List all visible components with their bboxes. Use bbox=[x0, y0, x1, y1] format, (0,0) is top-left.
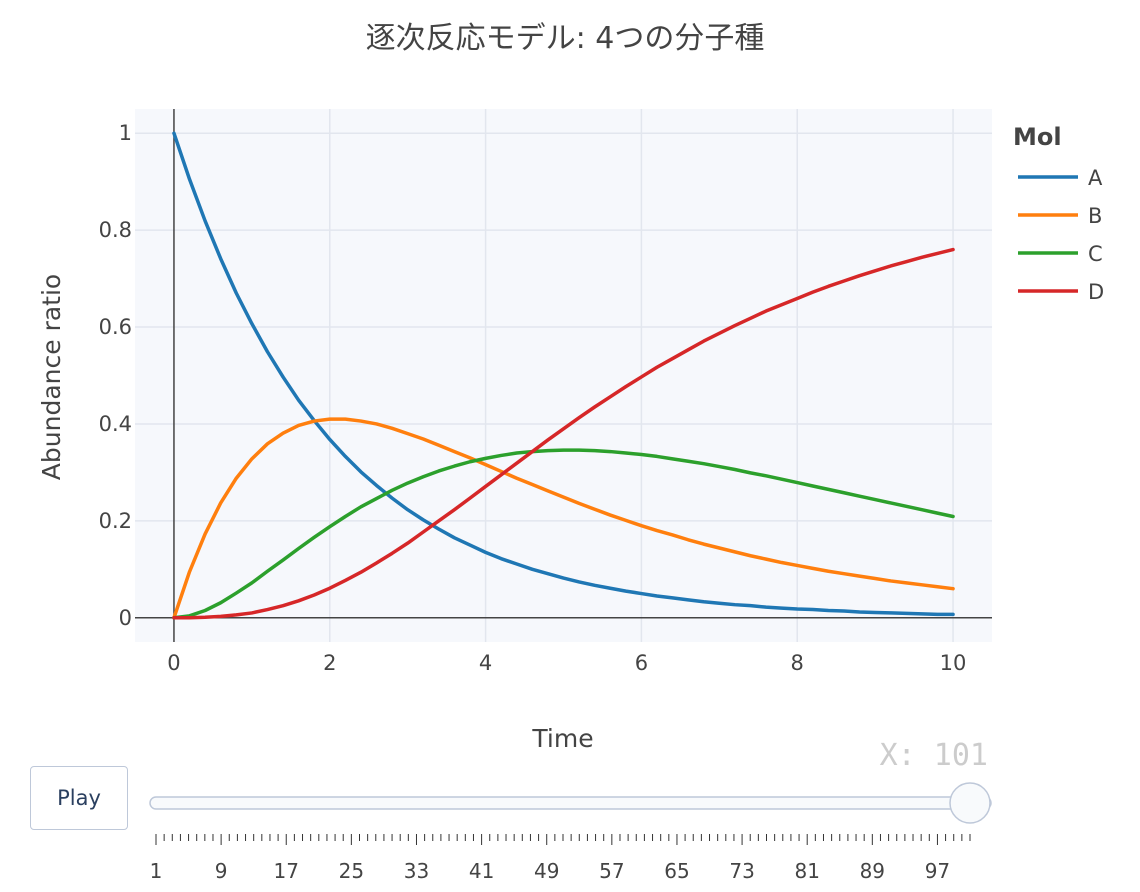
slider-ticks: 1 9 17 25 33 41 49 57 65 73 81 89 97 bbox=[150, 834, 971, 883]
series-line-a[interactable] bbox=[172, 131, 955, 617]
grid bbox=[135, 109, 992, 642]
chart-title: 逐次反応モデル: 4つの分子種 bbox=[366, 21, 765, 56]
slider-tick-label: 49 bbox=[534, 859, 559, 883]
legend-label-c[interactable]: C bbox=[1088, 242, 1103, 266]
slider-tick-label: 33 bbox=[404, 859, 429, 883]
slider-tick-label: 17 bbox=[274, 859, 299, 883]
series-lines bbox=[172, 131, 955, 620]
slider-tick-label: 73 bbox=[729, 859, 754, 883]
play-button[interactable]: Play bbox=[30, 766, 128, 830]
x-tick-label: 6 bbox=[635, 651, 648, 675]
x-axis-title: Time bbox=[531, 724, 593, 753]
y-tick-label: 0.8 bbox=[99, 218, 132, 242]
y-axis-title: Abundance ratio bbox=[37, 274, 66, 480]
x-tick-label: 0 bbox=[167, 651, 180, 675]
y-axis-ticks: 0 0.2 0.4 0.6 0.8 1 bbox=[99, 121, 132, 630]
slider-tick-label: 89 bbox=[860, 859, 885, 883]
y-tick-label: 0.6 bbox=[99, 315, 132, 339]
x-tick-label: 8 bbox=[791, 651, 804, 675]
x-tick-label: 4 bbox=[479, 651, 492, 675]
y-tick-label: 0.2 bbox=[99, 509, 132, 533]
y-tick-label: 1 bbox=[119, 121, 132, 145]
slider-current-value: X: 101 bbox=[880, 738, 988, 773]
slider-tick-label: 25 bbox=[339, 859, 364, 883]
legend-label-b[interactable]: B bbox=[1088, 204, 1102, 228]
slider-tick-label: 1 bbox=[150, 859, 163, 883]
zero-lines bbox=[135, 109, 992, 642]
y-tick-label: 0.4 bbox=[99, 412, 132, 436]
series-line-d[interactable] bbox=[172, 247, 955, 620]
legend-label-d[interactable]: D bbox=[1088, 280, 1104, 304]
slider-tick-label: 97 bbox=[925, 859, 950, 883]
slider-tick-label: 9 bbox=[215, 859, 228, 883]
slider-tick-label: 41 bbox=[469, 859, 494, 883]
legend-title: Mol bbox=[1013, 123, 1062, 151]
y-tick-label: 0 bbox=[119, 606, 132, 630]
frame-slider[interactable]: X: 101 1 9 17 25 33 41 49 57 65 73 81 89 97 bbox=[149, 738, 992, 883]
slider-handle[interactable] bbox=[949, 782, 991, 824]
slider-tick-label: 81 bbox=[794, 859, 819, 883]
slider-tick-label: 57 bbox=[599, 859, 624, 883]
slider-rail[interactable] bbox=[149, 796, 992, 810]
legend-label-a[interactable]: A bbox=[1088, 166, 1103, 190]
x-tick-label: 10 bbox=[940, 651, 967, 675]
plot-area[interactable] bbox=[135, 109, 992, 642]
series-line-b[interactable] bbox=[172, 417, 955, 620]
series-line-c[interactable] bbox=[172, 448, 955, 620]
x-axis-ticks: 0 2 4 6 8 10 bbox=[167, 651, 966, 675]
slider-tick-label: 65 bbox=[664, 859, 689, 883]
x-tick-label: 2 bbox=[323, 651, 336, 675]
